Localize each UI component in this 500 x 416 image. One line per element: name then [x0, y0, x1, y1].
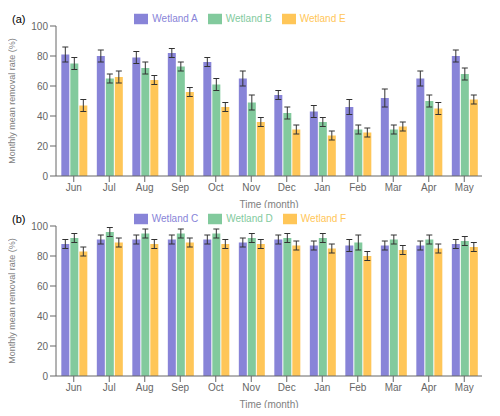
svg-text:20: 20 [37, 141, 49, 152]
svg-text:Nov: Nov [242, 382, 260, 393]
svg-text:Jun: Jun [66, 182, 82, 193]
svg-text:Dec: Dec [278, 182, 296, 193]
svg-text:Jan: Jan [314, 382, 330, 393]
svg-text:100: 100 [31, 21, 48, 32]
svg-text:Time (month): Time (month) [239, 199, 298, 208]
html-text:Wetland B: Wetland B [225, 12, 272, 24]
svg-text:Oct: Oct [208, 382, 224, 393]
svg-text:Dec: Dec [278, 382, 296, 393]
svg-text:80: 80 [37, 251, 49, 262]
svg-text:Aug: Aug [136, 382, 154, 393]
svg-text:Feb: Feb [349, 382, 367, 393]
html-text:(b): (b) [12, 213, 26, 225]
svg-text:Mar: Mar [385, 382, 403, 393]
svg-text:60: 60 [37, 281, 49, 292]
svg-text:20: 20 [37, 341, 49, 352]
svg-text:40: 40 [37, 311, 49, 322]
svg-text:80: 80 [37, 51, 49, 62]
svg-text:100: 100 [31, 221, 48, 232]
html-text:Wetland C: Wetland C [151, 212, 199, 224]
html-text:Wetland E: Wetland E [299, 12, 346, 24]
html-text:Wetland F: Wetland F [300, 212, 347, 224]
svg-text:40: 40 [37, 111, 49, 122]
svg-text:Oct: Oct [208, 182, 224, 193]
svg-text:Apr: Apr [421, 182, 437, 193]
svg-text:May: May [455, 182, 474, 193]
svg-text:Sep: Sep [171, 382, 189, 393]
svg-text:May: May [455, 382, 474, 393]
svg-text:Jun: Jun [66, 382, 82, 393]
svg-text:0: 0 [42, 371, 48, 382]
svg-text:Jul: Jul [103, 182, 116, 193]
svg-text:0: 0 [42, 171, 48, 182]
svg-text:Jan: Jan [314, 182, 330, 193]
svg-text:Monthly mean removal rate (%): Monthly mean removal rate (%) [8, 38, 17, 164]
html-text:Wetland A: Wetland A [152, 12, 198, 24]
svg-text:Nov: Nov [242, 182, 260, 193]
svg-text:Aug: Aug [136, 182, 154, 193]
svg-text:Monthly mean removal rate (%): Monthly mean removal rate (%) [8, 238, 17, 364]
svg-text:60: 60 [37, 81, 49, 92]
svg-text:Sep: Sep [171, 182, 189, 193]
svg-text:Mar: Mar [385, 182, 403, 193]
html-text:Wetland D: Wetland D [226, 212, 273, 224]
svg-text:Apr: Apr [421, 382, 437, 393]
html-text:(a): (a) [12, 13, 26, 25]
svg-text:Feb: Feb [349, 182, 367, 193]
svg-text:Time (month): Time (month) [239, 399, 298, 408]
svg-text:Jul: Jul [103, 382, 116, 393]
